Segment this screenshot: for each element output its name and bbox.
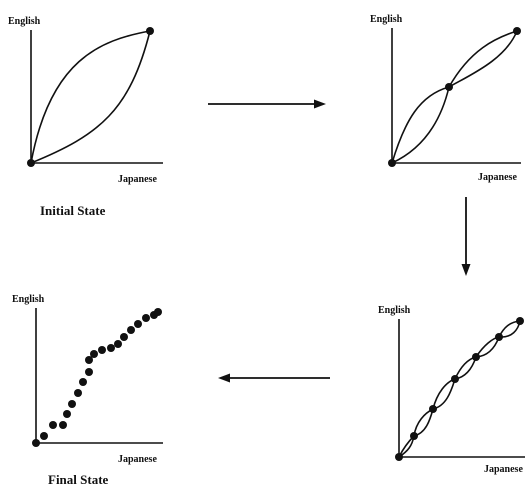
panel3-point <box>451 375 459 383</box>
panel1-y-axis-label: English <box>8 16 41 27</box>
panel4-point <box>68 400 76 408</box>
panel3-x-axis-label: Japanese <box>484 464 523 475</box>
panel4-point <box>59 421 67 429</box>
panel1-x-axis-label: Japanese <box>118 174 157 185</box>
panel2-lower-curve <box>391 30 518 164</box>
panel4-point <box>85 356 93 364</box>
panel-initial-state: English Japanese Initial State <box>8 16 163 218</box>
panel4-point <box>32 439 40 447</box>
panel4-point <box>134 320 142 328</box>
panel2-mid-point <box>445 83 453 91</box>
panel-intermediate-1: English Japanese <box>370 14 521 183</box>
panel1-upper-curve <box>30 30 151 164</box>
panel2-y-axis-label: English <box>370 14 403 25</box>
panel4-point <box>107 344 115 352</box>
panel4-point <box>90 350 98 358</box>
panel4-y-axis-label: English <box>12 294 45 305</box>
panel4-point <box>114 340 122 348</box>
panel2-end-point <box>513 27 521 35</box>
panel4-point <box>142 314 150 322</box>
panel4-point <box>74 389 82 397</box>
panel-final-state: English Japanese Final State <box>12 294 163 487</box>
initial-state-caption: Initial State <box>40 203 106 218</box>
panel4-point <box>49 421 57 429</box>
panel1-lower-curve <box>30 30 151 164</box>
panel4-point <box>63 410 71 418</box>
panel2-x-axis-label: Japanese <box>478 172 517 183</box>
panel3-point <box>495 333 503 341</box>
panel-intermediate-2: English Japanese <box>378 305 525 475</box>
panel1-end-point <box>146 27 154 35</box>
panel2-upper-curve <box>391 30 518 164</box>
panel4-point <box>127 326 135 334</box>
final-state-caption: Final State <box>48 472 109 487</box>
panel3-point <box>516 317 524 325</box>
panel3-point <box>472 353 480 361</box>
panel4-point <box>85 368 93 376</box>
panel1-origin-point <box>27 159 35 167</box>
panel1-axes <box>30 30 163 164</box>
arrow-down <box>461 197 471 276</box>
panel4-point <box>98 346 106 354</box>
panel4-point <box>154 308 162 316</box>
panel4-x-axis-label: Japanese <box>118 454 157 465</box>
panel4-point <box>120 333 128 341</box>
panel3-y-axis-label: English <box>378 305 411 316</box>
panel3-point <box>429 405 437 413</box>
panel4-point <box>79 378 87 386</box>
panel4-point <box>40 432 48 440</box>
arrow-right <box>208 99 326 109</box>
panel3-point <box>395 453 403 461</box>
panel2-axes <box>391 28 521 164</box>
panel2-origin-point <box>388 159 396 167</box>
panel3-point <box>410 432 418 440</box>
arrow-left <box>218 373 330 383</box>
